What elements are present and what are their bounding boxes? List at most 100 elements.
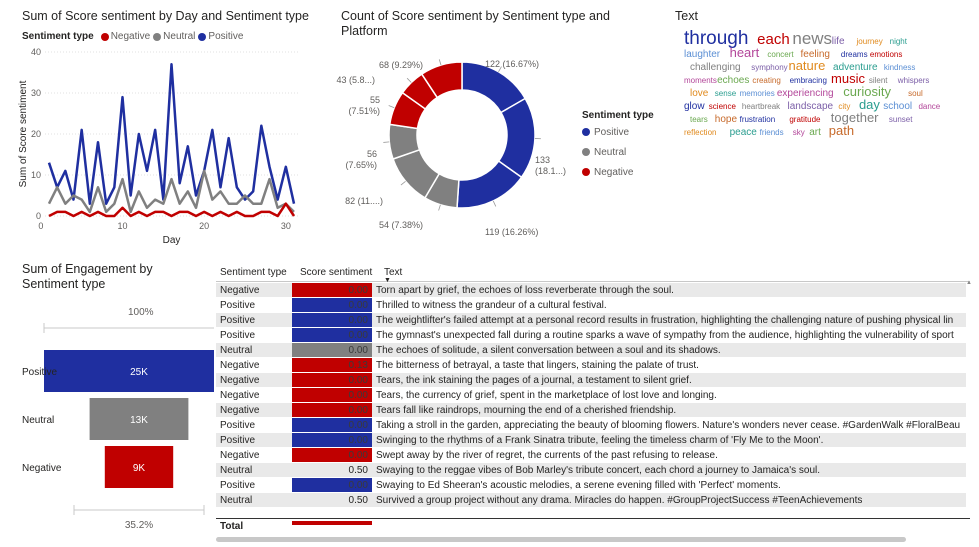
cell-sentiment-type: Neutral	[216, 342, 292, 358]
donut-leader-line	[438, 204, 441, 211]
table-row[interactable]: Neutral 0.00 The echoes of solitude, a sil…	[216, 342, 966, 358]
wordcloud-word: dreams	[841, 50, 868, 59]
series-line-neutral	[47, 169, 295, 214]
cell-score-sentiment: 0.50	[292, 462, 372, 478]
cell-sentiment-type: Neutral	[216, 492, 292, 508]
table-vertical-scrollbar[interactable]: ▲	[966, 280, 972, 530]
legend-title: Sentiment type	[22, 31, 94, 42]
cell-text: Thrilled to witness the grandeur of a cu…	[372, 297, 966, 313]
cell-text: Tears, the ink staining the pages of a j…	[372, 372, 966, 388]
donut-leader-line	[498, 66, 502, 72]
total-label: Total	[220, 521, 244, 532]
table-row[interactable]: Positive 0.00 Swinging to the rhythms of a…	[216, 432, 966, 448]
wordcloud-word: experiencing	[777, 88, 834, 99]
legend-neutral[interactable]: Neutral	[163, 31, 196, 42]
cell-score-sentiment: 0.00	[292, 417, 372, 433]
cell-score-sentiment: 0.50	[292, 492, 372, 508]
wordcloud-word: whispers	[897, 76, 930, 85]
cell-text: The echoes of solitude, a silent convers…	[372, 342, 966, 358]
x-tick-label: 10	[117, 221, 127, 231]
wordcloud-word: frustration	[740, 115, 776, 124]
line-chart[interactable]: 0 10 20 30 40 0 10 20 30 Day Sum of Score sentimen…	[14, 44, 314, 249]
table-row[interactable]: Positive 0.00 Thrilled to witness the gran…	[216, 297, 966, 313]
donut-data-label: 82 (11....)	[345, 196, 383, 206]
donut-data-label: 119 (16.26%)	[485, 227, 538, 237]
cell-text: Swaying to Ed Sheeran's acoustic melodie…	[372, 477, 966, 493]
donut-chart[interactable]: 122 (16.67%) 133 (18.1...) 119 (16.26%) 54 (…	[335, 45, 580, 240]
funnel-category-label: Neutral	[22, 415, 54, 426]
cell-text: Torn apart by grief, the echoes of loss …	[372, 283, 966, 298]
table-row[interactable]: Neutral 0.50 Survived a group project with…	[216, 492, 966, 508]
header-text[interactable]: Text ▼	[380, 267, 402, 284]
wordcloud-word: art	[809, 127, 821, 138]
cell-sentiment-type: Negative	[216, 402, 292, 418]
funnel-bar-neutral	[89, 398, 189, 440]
table-row[interactable]: Neutral 0.50 Swaying to the reggae vibes o…	[216, 462, 966, 478]
wordcloud-word: sky	[793, 128, 805, 137]
donut-legend-neutral[interactable]: Neutral	[582, 142, 654, 162]
header-sentiment-type[interactable]: Sentiment type	[220, 266, 287, 278]
total-score-cell	[292, 521, 372, 525]
wordcloud-word: hope	[715, 114, 738, 125]
wordcloud-word: emotions	[870, 50, 902, 59]
wordcloud-title: Text	[675, 9, 698, 23]
donut-legend-negative[interactable]: Negative	[582, 162, 654, 182]
table-row[interactable]: Negative 0.00 Tears, the currency of grief…	[216, 387, 966, 403]
table-row[interactable]: Positive 0.00 The gymnast's unexpected fal…	[216, 327, 966, 343]
wordcloud-word: reflection	[684, 128, 716, 137]
cell-score-sentiment: 0.00	[292, 283, 372, 298]
cell-text: Taking a stroll in the garden, appreciat…	[372, 417, 966, 433]
wordcloud-word: sense	[715, 89, 737, 98]
cell-sentiment-type: Negative	[216, 387, 292, 403]
donut-legend-positive[interactable]: Positive	[582, 122, 654, 142]
cell-score-sentiment: 0.00	[292, 297, 372, 313]
table-horizontal-scrollbar[interactable]	[216, 537, 906, 542]
funnel-title-line2: Sentiment type	[22, 277, 106, 291]
table-row[interactable]: Positive 0.00 Taking a stroll in the garde…	[216, 417, 966, 433]
table-row[interactable]: Negative 0.13 The bitterness of betrayal, …	[216, 357, 966, 373]
table-row[interactable]: Positive 0.00 Swaying to Ed Sheeran's acou…	[216, 477, 966, 493]
cell-score-sentiment: 0.00	[292, 447, 372, 463]
table-row[interactable]: Negative 0.00 Tears fall like raindrops, m…	[216, 402, 966, 418]
table-row[interactable]: Negative 0.00 Tears, the ink staining the …	[216, 372, 966, 388]
funnel-chart[interactable]: 25K Positive 13K Neutral 9K Negative 35.2%	[14, 318, 214, 538]
cell-text: The bitterness of betrayal, a taste that…	[372, 357, 966, 373]
x-tick-label: 30	[281, 221, 291, 231]
donut-data-label: 122 (16.67%)	[485, 59, 539, 69]
funnel-category-label: Negative	[22, 463, 62, 474]
donut-data-label: 55 (7.51%)	[348, 95, 380, 116]
cell-text: Tears, the currency of grief, spent in t…	[372, 387, 966, 403]
funnel-bar-value: 25K	[130, 367, 148, 378]
scroll-up-icon[interactable]: ▲	[966, 280, 972, 286]
funnel-category-label: Positive	[22, 367, 57, 378]
wordcloud-word: love	[690, 88, 709, 99]
table-row[interactable]: Positive 0.00 The weightlifter's failed at…	[216, 312, 966, 328]
wordcloud[interactable]: through each news life journey night laughter h…	[680, 30, 945, 215]
cell-sentiment-type: Positive	[216, 477, 292, 493]
legend-dot-positive	[198, 32, 207, 41]
series-line-negative	[48, 202, 296, 218]
wordcloud-word: school	[883, 101, 912, 112]
cell-text: The weightlifter's failed attempt at a p…	[372, 312, 966, 328]
wordcloud-word: each	[757, 31, 790, 48]
wordcloud-word: together	[831, 110, 879, 125]
funnel-bar-value: 9K	[133, 463, 146, 474]
y-tick-label: 0	[36, 211, 41, 221]
wordcloud-word: nature	[788, 58, 825, 73]
wordcloud-word: night	[890, 37, 908, 46]
donut-leader-line	[383, 141, 390, 143]
funnel-title: Sum of Engagement by Sentiment type	[22, 262, 153, 292]
wordcloud-word: sunset	[889, 115, 913, 124]
wordcloud-word: through	[684, 30, 748, 49]
cell-sentiment-type: Positive	[216, 432, 292, 448]
header-score-sentiment[interactable]: Score sentiment	[300, 266, 373, 278]
cell-score-sentiment: 0.00	[292, 372, 372, 388]
wordcloud-word: moments	[684, 76, 717, 85]
wordcloud-word: echoes	[717, 75, 749, 86]
legend-positive[interactable]: Positive	[208, 31, 244, 42]
table-row[interactable]: Negative 0.00 Swept away by the river of r…	[216, 447, 966, 463]
table-row[interactable]: Negative 0.00 Torn apart by grief, the ech…	[216, 283, 966, 298]
wordcloud-word: news	[792, 30, 832, 48]
legend-negative[interactable]: Negative	[110, 31, 151, 42]
donut-chart-title: Count of Score sentiment by Sentiment ty…	[341, 9, 610, 39]
